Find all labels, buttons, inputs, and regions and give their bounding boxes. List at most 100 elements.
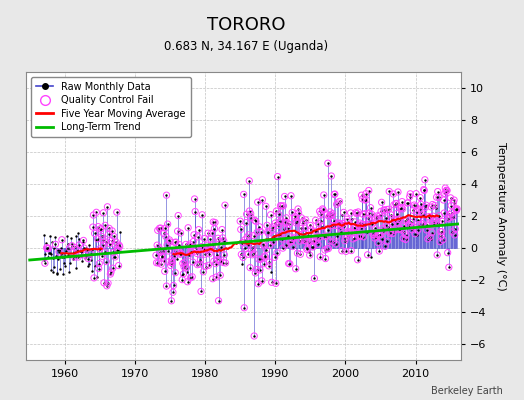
Point [220, 238, 228, 244]
Point [312, 238, 320, 244]
Point [330, 191, 339, 198]
Point [272, 208, 280, 214]
Point [186, 275, 194, 281]
Point [389, 191, 398, 197]
Point [263, 222, 271, 228]
Point [69, 249, 78, 256]
Point [296, 238, 304, 244]
Point [154, 227, 162, 234]
Point [102, 239, 110, 245]
Point [168, 260, 177, 266]
Point [296, 251, 304, 258]
Point [398, 206, 407, 212]
Point [345, 231, 354, 238]
Point [407, 219, 415, 226]
Point [336, 225, 344, 231]
Point [211, 219, 219, 226]
Point [431, 220, 440, 226]
Point [339, 212, 347, 218]
Point [436, 228, 445, 235]
Point [251, 270, 259, 276]
Point [73, 247, 81, 253]
Point [81, 252, 90, 258]
Point [95, 260, 103, 267]
Point [192, 245, 201, 252]
Point [267, 269, 275, 275]
Point [281, 219, 289, 225]
Point [100, 249, 108, 255]
Point [183, 278, 192, 285]
Point [399, 235, 408, 242]
Point [410, 224, 418, 230]
Point [345, 228, 353, 235]
Point [393, 220, 401, 226]
Point [180, 264, 188, 270]
Point [380, 207, 389, 214]
Point [249, 232, 258, 239]
Point [261, 203, 270, 210]
Point [208, 242, 216, 248]
Point [204, 262, 213, 268]
Point [422, 202, 430, 208]
Point [43, 246, 51, 252]
Point [451, 226, 460, 232]
Point [212, 274, 221, 280]
Point [201, 263, 210, 270]
Point [161, 225, 170, 232]
Point [295, 231, 303, 238]
Point [284, 232, 292, 239]
Point [203, 242, 212, 248]
Point [92, 209, 101, 216]
Point [162, 233, 170, 240]
Point [344, 230, 353, 236]
Point [446, 214, 454, 221]
Point [188, 249, 196, 256]
Point [74, 236, 83, 242]
Point [395, 226, 403, 233]
Point [288, 209, 297, 216]
Point [250, 333, 258, 339]
Point [423, 222, 431, 228]
Point [395, 226, 403, 233]
Point [326, 212, 335, 218]
Point [365, 210, 374, 216]
Point [449, 214, 457, 220]
Point [95, 260, 103, 267]
Point [48, 255, 57, 262]
Point [286, 260, 294, 267]
Point [158, 254, 167, 260]
Point [282, 215, 290, 221]
Point [68, 242, 76, 249]
Point [257, 256, 265, 262]
Point [400, 223, 408, 230]
Point [394, 189, 402, 195]
Point [78, 258, 86, 264]
Point [245, 208, 254, 214]
Point [351, 219, 359, 225]
Point [189, 238, 198, 245]
Point [266, 212, 275, 218]
Point [215, 258, 224, 264]
Point [43, 246, 51, 252]
Point [114, 262, 123, 269]
Point [74, 254, 82, 260]
Point [356, 220, 364, 226]
Point [332, 241, 340, 247]
Point [221, 260, 230, 266]
Point [352, 209, 360, 216]
Point [103, 283, 111, 289]
Point [243, 234, 252, 240]
Point [379, 225, 387, 232]
Point [357, 225, 365, 231]
Point [173, 228, 182, 234]
Point [180, 259, 189, 265]
Point [452, 207, 461, 214]
Point [323, 246, 332, 252]
Point [170, 239, 179, 246]
Point [428, 230, 436, 236]
Point [258, 278, 266, 284]
Point [412, 208, 421, 215]
Point [215, 258, 224, 264]
Point [57, 251, 66, 257]
Point [445, 264, 453, 270]
